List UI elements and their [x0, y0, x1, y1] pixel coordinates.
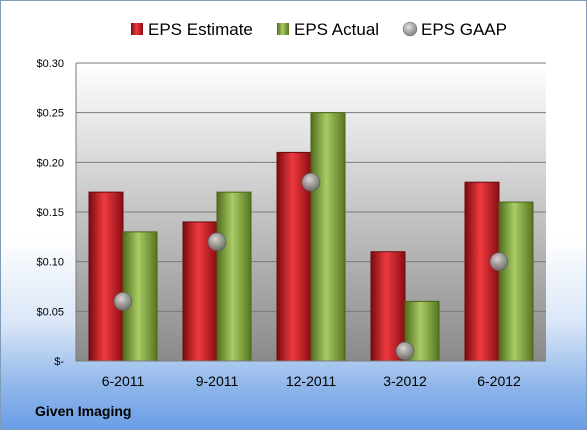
eps-actual-bar — [216, 191, 252, 362]
eps-estimate-bar — [464, 181, 500, 362]
legend-swatch — [402, 21, 418, 37]
legend-eps-gaap: EPS GAAP — [402, 20, 507, 39]
y-tick-label: $0.20 — [36, 157, 64, 169]
eps-gaap-marker — [301, 172, 321, 192]
y-tick-label: $0.25 — [36, 108, 64, 120]
legend-swatch — [131, 23, 143, 35]
legend-label: EPS Estimate — [148, 20, 253, 39]
eps-gaap-marker — [113, 292, 133, 311]
y-tick-label: $0.30 — [36, 58, 64, 70]
eps-gaap-marker — [489, 252, 509, 271]
legend-label: EPS Actual — [294, 20, 379, 39]
legend-eps-estimate: EPS Estimate — [131, 20, 253, 39]
eps-estimate-bar — [370, 251, 406, 362]
eps-gaap-marker — [207, 232, 227, 252]
company-label: Given Imaging — [35, 403, 132, 419]
x-tick-label: 12-2011 — [286, 373, 337, 389]
legend-swatch — [277, 23, 289, 35]
y-tick-label: $0.05 — [36, 306, 64, 318]
x-tick-label: 9-2011 — [196, 373, 239, 389]
eps-actual-bar — [498, 201, 534, 362]
y-tick-label: $0.10 — [36, 257, 64, 269]
y-tick-label: $- — [54, 356, 64, 368]
x-tick-label: 6-2011 — [102, 373, 145, 389]
legend-eps-actual: EPS Actual — [277, 20, 379, 39]
x-tick-label: 6-2012 — [477, 373, 521, 389]
x-tick-label: 3-2012 — [383, 373, 427, 389]
eps-gaap-marker — [395, 341, 415, 361]
eps-estimate-bar — [88, 191, 124, 362]
y-tick-label: $0.15 — [36, 207, 64, 219]
eps-actual-bar — [310, 112, 346, 362]
legend-label: EPS GAAP — [421, 20, 507, 39]
